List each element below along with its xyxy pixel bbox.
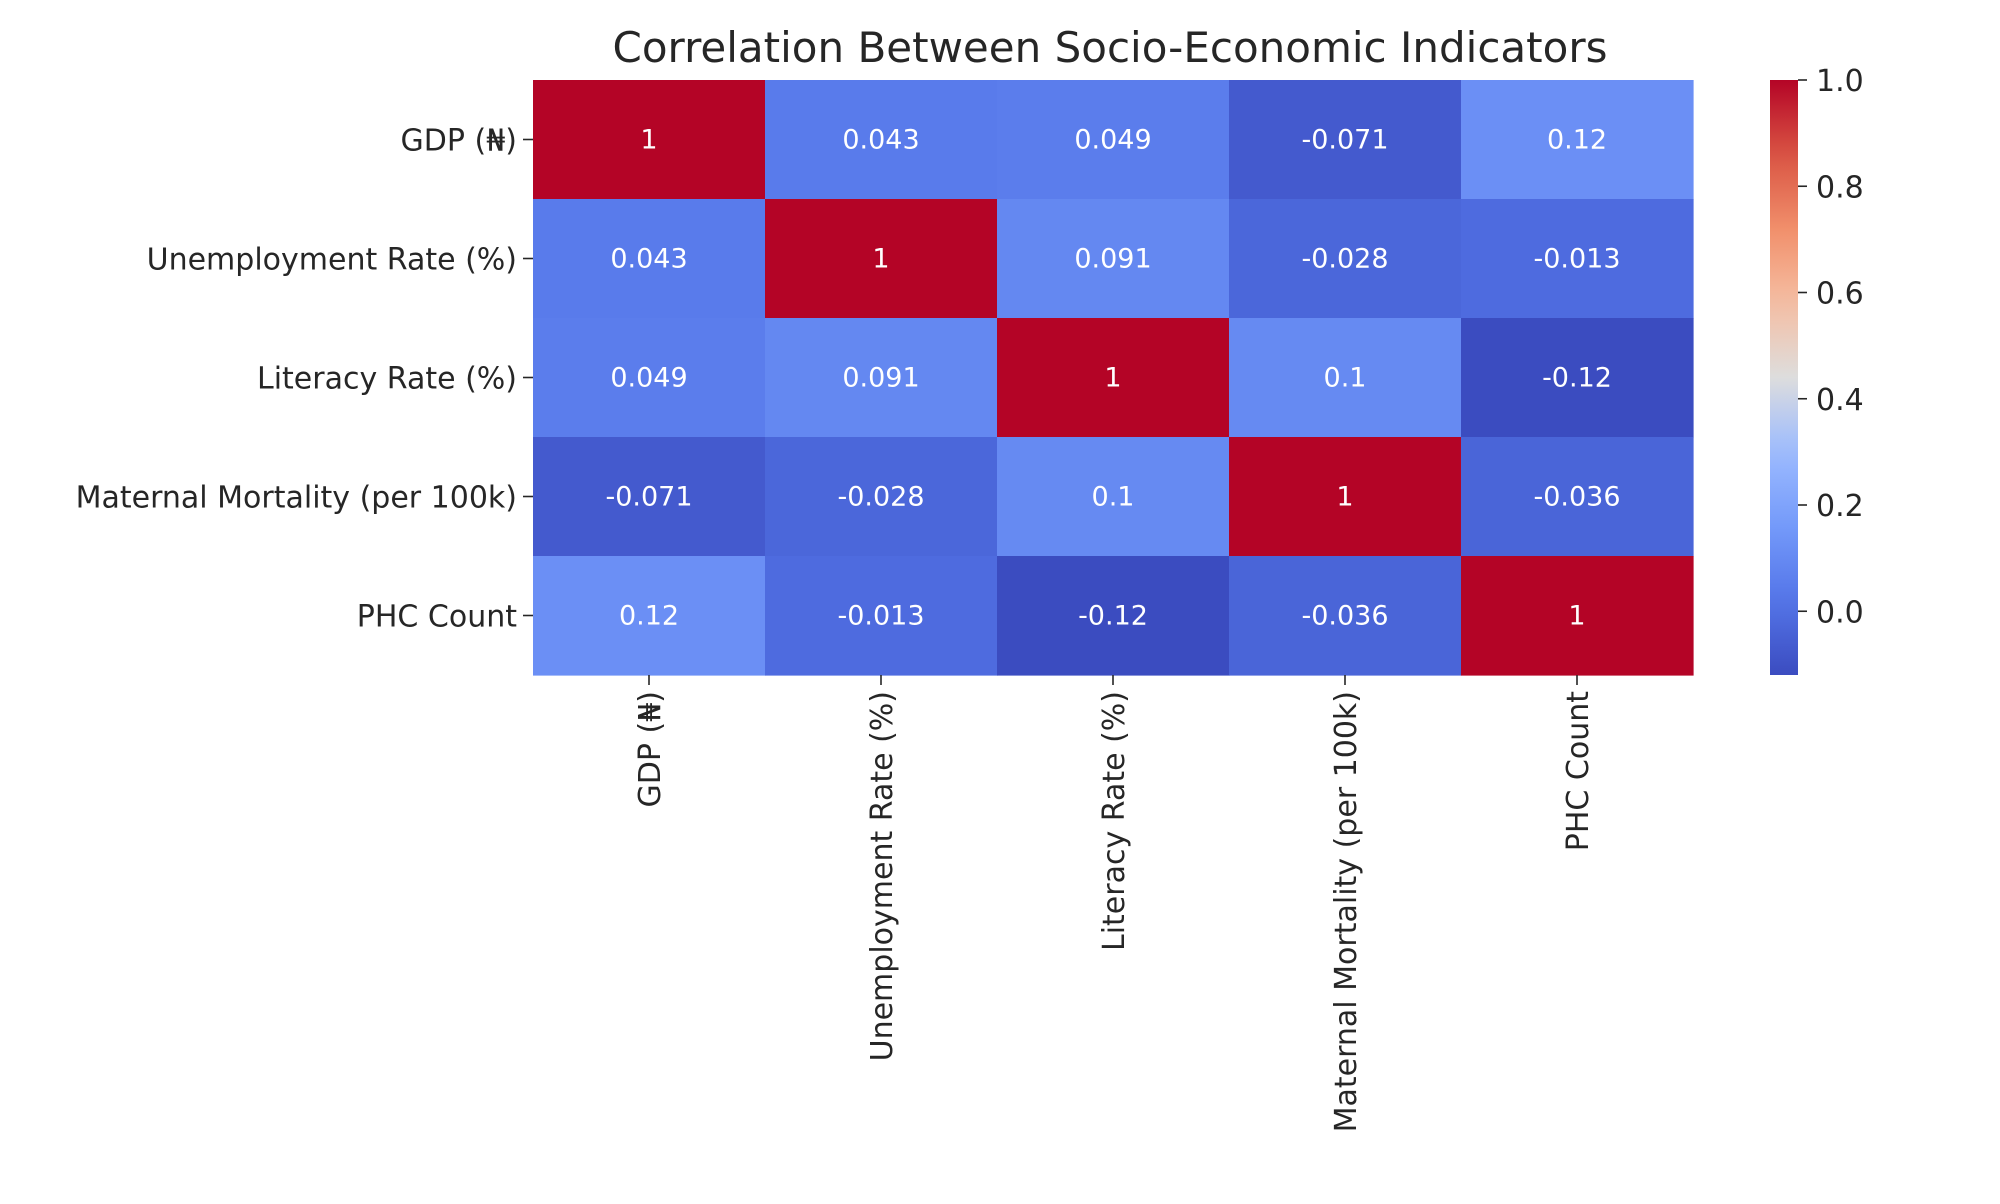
y-tick-label: GDP (₦) <box>401 124 517 159</box>
y-tick-label: Literacy Rate (%) <box>257 362 517 397</box>
heatmap-cell-r2-c2 <box>997 318 1230 438</box>
cell-value-label: -0.013 <box>1533 244 1620 275</box>
cell-value-label: 1 <box>1104 363 1121 394</box>
heatmap-cell-r4-c2 <box>997 556 1230 676</box>
heatmap-cell-r3-c4 <box>1461 437 1694 557</box>
row-labels: GDP (₦) Unemployment Rate (%) Literacy Rat… <box>76 124 533 635</box>
x-tick-label: PHC Count <box>1561 691 1596 851</box>
y-tick-label: PHC Count <box>357 600 517 635</box>
cell-value-label: 0.049 <box>1074 125 1151 156</box>
cell-value-label: 1 <box>872 244 889 275</box>
colorbar-tick-label: 1.0 <box>1816 64 1864 99</box>
heatmap-cell-r1-c2 <box>997 199 1230 319</box>
cell-value-label: -0.036 <box>1301 601 1388 632</box>
heatmap-cell-r2-c1 <box>765 318 998 438</box>
cell-value-label: 0.049 <box>610 363 687 394</box>
colorbar-gradient <box>1770 80 1798 675</box>
cell-value-label: 0.043 <box>610 244 687 275</box>
chart-title: Correlation Between Socio-Economic Indic… <box>613 23 1608 72</box>
heatmap-cell-r3-c2 <box>997 437 1230 557</box>
cell-value-label: -0.12 <box>1078 601 1148 632</box>
x-tick-label: GDP (₦) <box>633 691 668 807</box>
heatmap-cell-r4-c4 <box>1461 556 1694 676</box>
cell-annotations: 1 0.043 0.049 -0.071 0.12 0.043 1 0.091 -0.028 -0… <box>605 125 1620 632</box>
cell-value-label: 1 <box>640 125 657 156</box>
cell-value-label: -0.036 <box>1533 482 1620 513</box>
colorbar-tick-label: 0.4 <box>1816 383 1864 418</box>
cell-value-label: -0.071 <box>1301 125 1388 156</box>
heatmap-cell-r4-c1 <box>765 556 998 676</box>
cell-value-label: -0.12 <box>1542 363 1612 394</box>
x-tick-label: Maternal Mortality (per 100k) <box>1329 691 1364 1132</box>
heatmap-cell-r3-c1 <box>765 437 998 557</box>
heatmap-cell-r3-c3 <box>1229 437 1462 557</box>
cell-value-label: 1 <box>1568 601 1585 632</box>
cell-value-label: -0.028 <box>837 482 924 513</box>
heatmap-cell-r2-c0 <box>533 318 766 438</box>
heatmap-cell-r2-c4 <box>1461 318 1694 438</box>
heatmap-cell-r3-c0 <box>533 437 766 557</box>
colorbar-tick-label: 0.0 <box>1816 595 1864 630</box>
cell-value-label: 0.091 <box>842 363 919 394</box>
cell-value-label: -0.028 <box>1301 244 1388 275</box>
heatmap-cell-r0-c3 <box>1229 80 1462 200</box>
heatmap-cell-r1-c3 <box>1229 199 1462 319</box>
x-tick-label: Literacy Rate (%) <box>1097 691 1132 951</box>
cell-value-label: -0.071 <box>605 482 692 513</box>
y-tick-label: Unemployment Rate (%) <box>147 243 517 278</box>
heatmap-cell-r0-c2 <box>997 80 1230 200</box>
heatmap-cell-r0-c1 <box>765 80 998 200</box>
cell-value-label: 0.12 <box>619 601 679 632</box>
heatmap-cell-r4-c3 <box>1229 556 1462 676</box>
colorbar: 0.0 0.2 0.4 0.6 0.8 1.0 <box>1770 64 1864 675</box>
column-labels: GDP (₦) Unemployment Rate (%) Literacy Rat… <box>633 675 1596 1132</box>
colorbar-tick-label: 0.2 <box>1816 489 1864 524</box>
cell-value-label: 0.1 <box>1092 482 1135 513</box>
cell-value-label: 1 <box>1336 482 1353 513</box>
x-tick-label: Unemployment Rate (%) <box>865 691 900 1061</box>
heatmap-cell-r1-c1 <box>765 199 998 319</box>
heatmap-cells <box>533 80 1694 676</box>
cell-value-label: 0.12 <box>1547 125 1607 156</box>
heatmap-cell-r0-c0 <box>533 80 766 200</box>
colorbar-tick-label: 0.8 <box>1816 170 1864 205</box>
heatmap-cell-r1-c4 <box>1461 199 1694 319</box>
heatmap-cell-r4-c0 <box>533 556 766 676</box>
heatmap-cell-r0-c4 <box>1461 80 1694 200</box>
cell-value-label: 0.091 <box>1074 244 1151 275</box>
cell-value-label: 0.043 <box>842 125 919 156</box>
colorbar-tick-label: 0.6 <box>1816 277 1864 312</box>
y-tick-label: Maternal Mortality (per 100k) <box>76 481 517 516</box>
cell-value-label: 0.1 <box>1324 363 1367 394</box>
heatmap-cell-r1-c0 <box>533 199 766 319</box>
cell-value-label: -0.013 <box>837 601 924 632</box>
heatmap-cell-r2-c3 <box>1229 318 1462 438</box>
